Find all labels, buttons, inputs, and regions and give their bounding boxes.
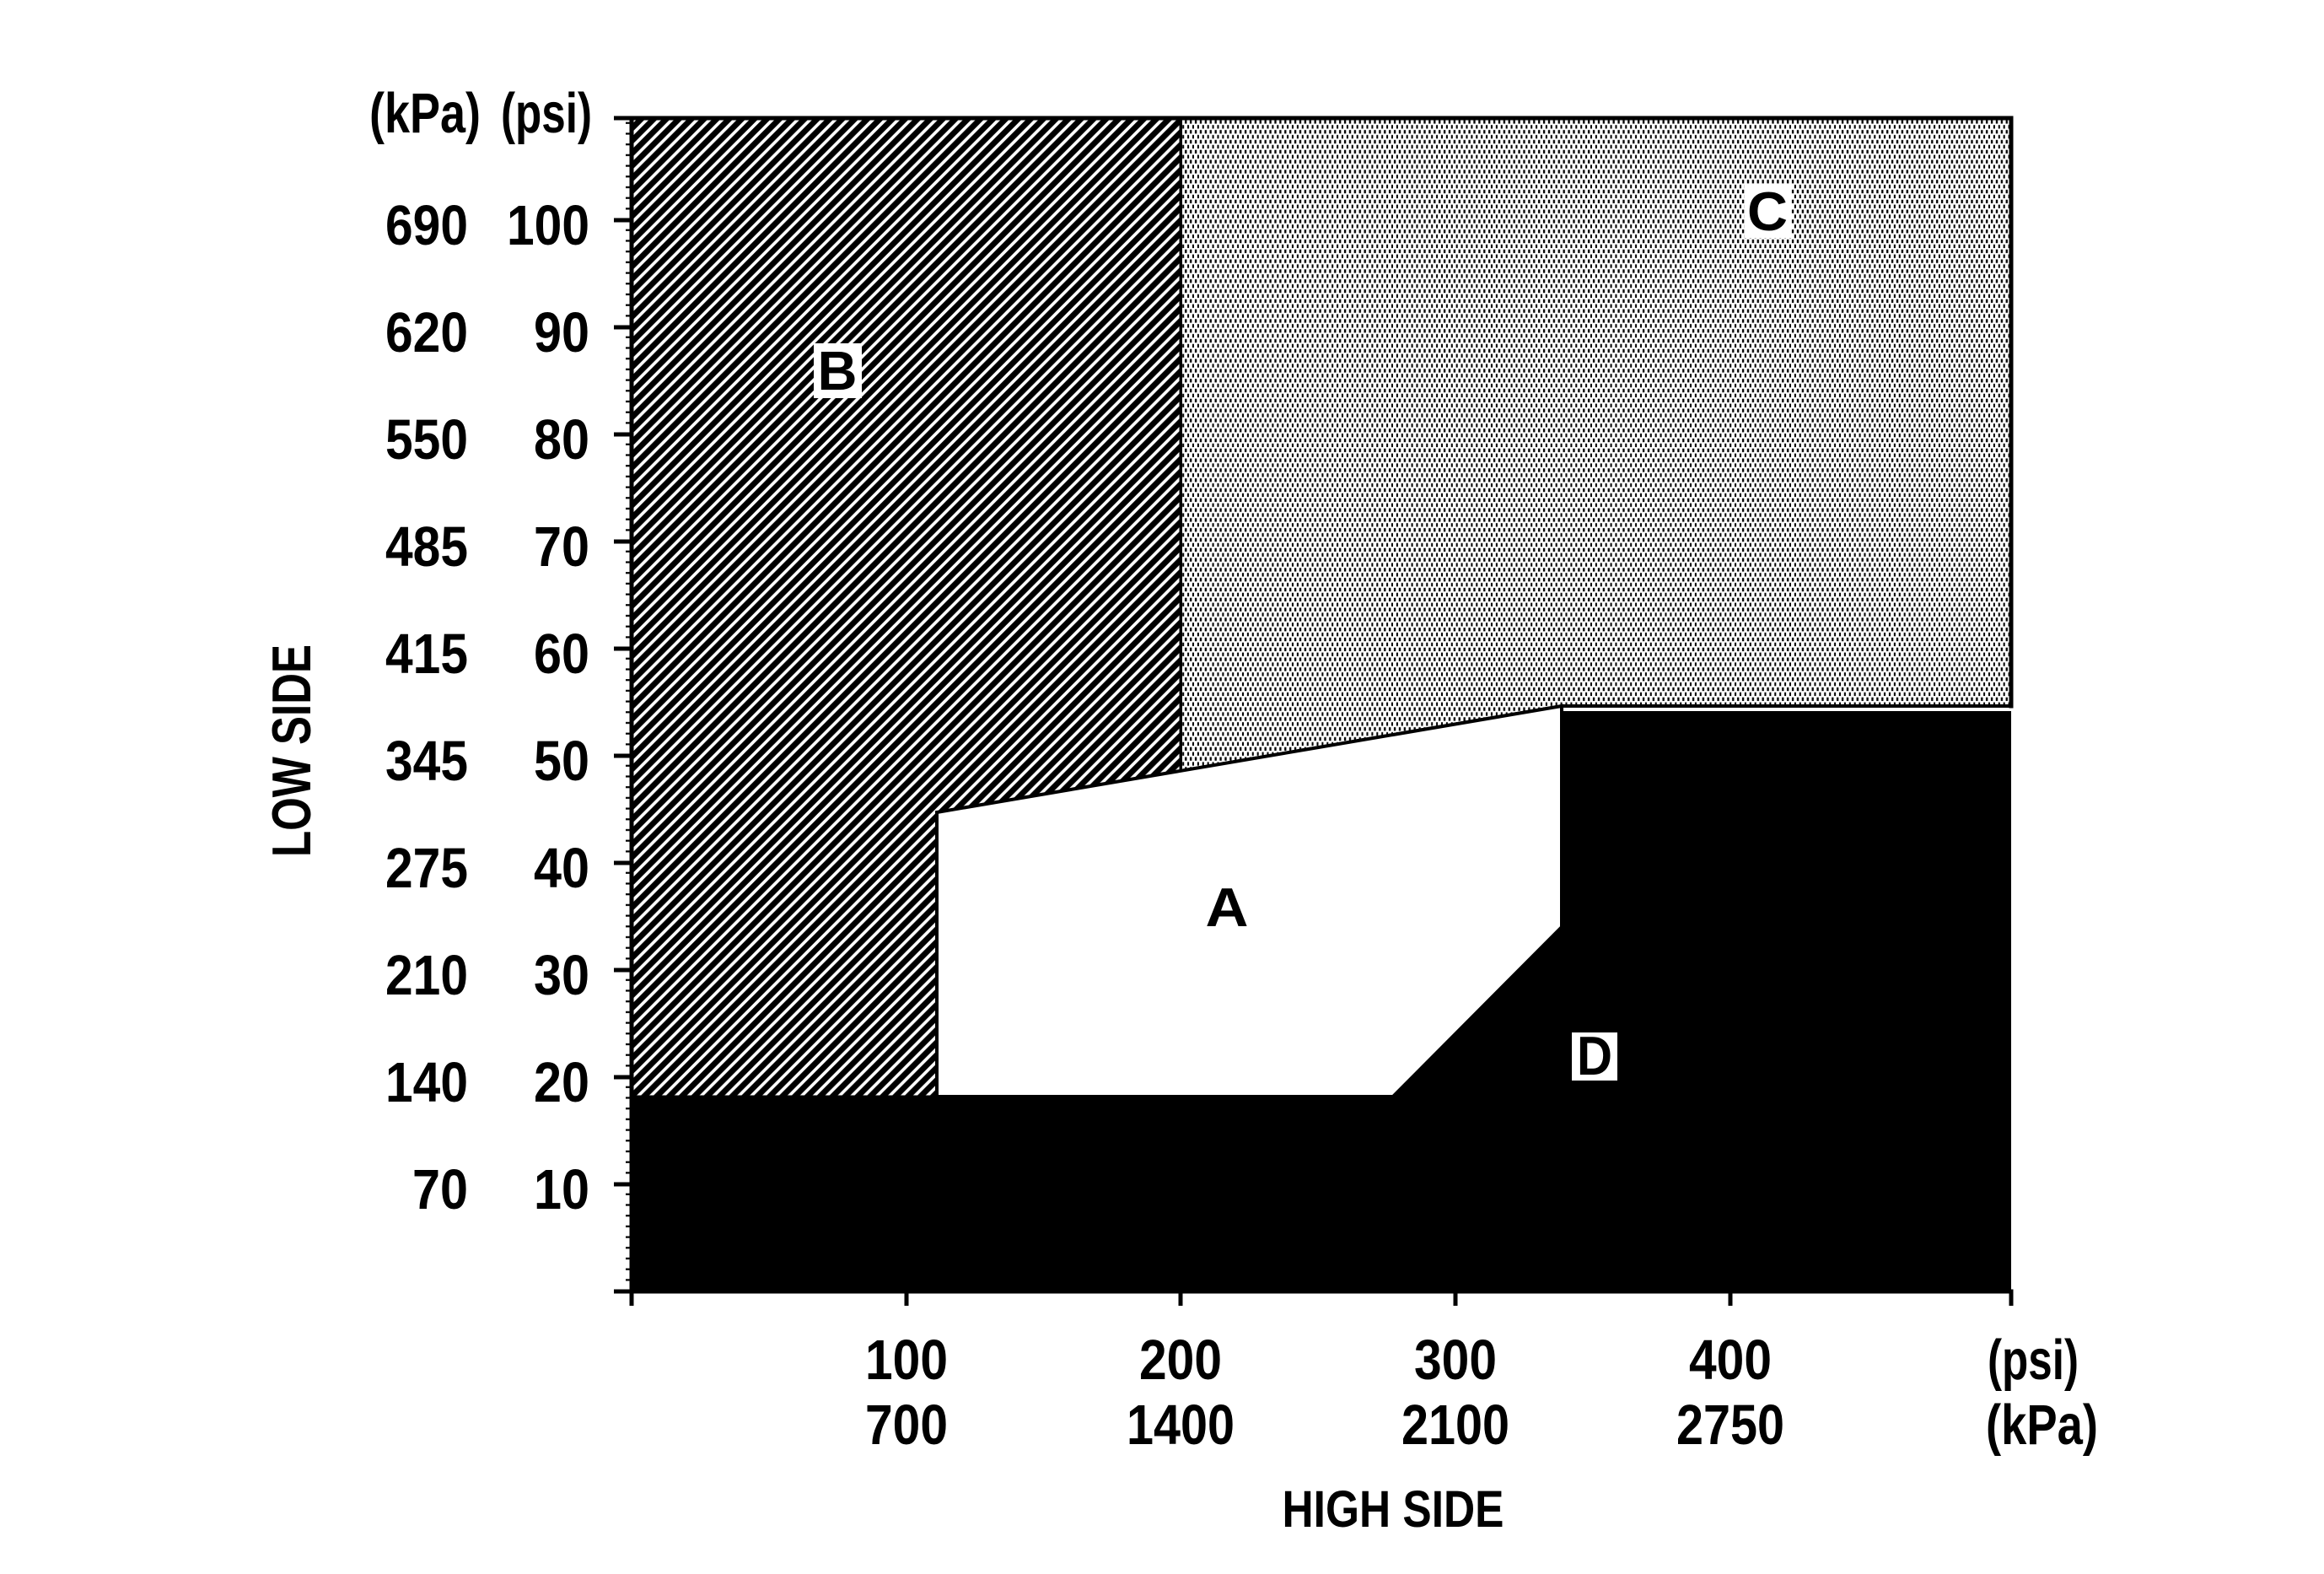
svg-text:200: 200 [1139, 1329, 1222, 1392]
svg-text:100: 100 [507, 194, 589, 257]
svg-text:A: A [1206, 876, 1249, 938]
svg-text:140: 140 [385, 1051, 468, 1114]
svg-text:HIGH SIDE: HIGH SIDE [1283, 1480, 1504, 1538]
svg-text:2100: 2100 [1401, 1393, 1509, 1457]
svg-text:620: 620 [385, 301, 468, 364]
svg-text:2750: 2750 [1676, 1393, 1784, 1457]
svg-text:345: 345 [385, 730, 468, 793]
svg-text:485: 485 [385, 515, 468, 579]
svg-text:210: 210 [385, 944, 468, 1007]
svg-text:1400: 1400 [1127, 1393, 1235, 1457]
svg-text:10: 10 [534, 1158, 589, 1221]
svg-text:550: 550 [385, 408, 468, 472]
svg-text:D: D [1577, 1025, 1612, 1086]
svg-text:50: 50 [534, 730, 589, 793]
svg-text:700: 700 [865, 1393, 948, 1457]
svg-text:40: 40 [534, 837, 589, 900]
svg-text:70: 70 [534, 515, 589, 579]
svg-text:(kPa): (kPa) [1986, 1393, 2098, 1457]
svg-text:80: 80 [534, 408, 589, 472]
svg-text:690: 690 [385, 194, 468, 257]
svg-text:LOW SIDE: LOW SIDE [261, 644, 322, 857]
svg-text:(kPa): (kPa) [369, 82, 481, 145]
svg-text:60: 60 [534, 623, 589, 686]
svg-text:90: 90 [534, 301, 589, 364]
svg-text:20: 20 [534, 1051, 589, 1114]
svg-text:300: 300 [1414, 1329, 1497, 1392]
svg-text:(psi): (psi) [1988, 1329, 2079, 1392]
svg-text:400: 400 [1689, 1329, 1772, 1392]
svg-text:30: 30 [534, 944, 589, 1007]
svg-text:415: 415 [385, 623, 468, 686]
svg-text:B: B [818, 340, 858, 402]
svg-text:(psi): (psi) [501, 82, 592, 145]
svg-text:275: 275 [385, 837, 468, 900]
svg-text:100: 100 [865, 1329, 948, 1392]
svg-text:C: C [1747, 181, 1788, 242]
svg-text:70: 70 [412, 1158, 468, 1221]
